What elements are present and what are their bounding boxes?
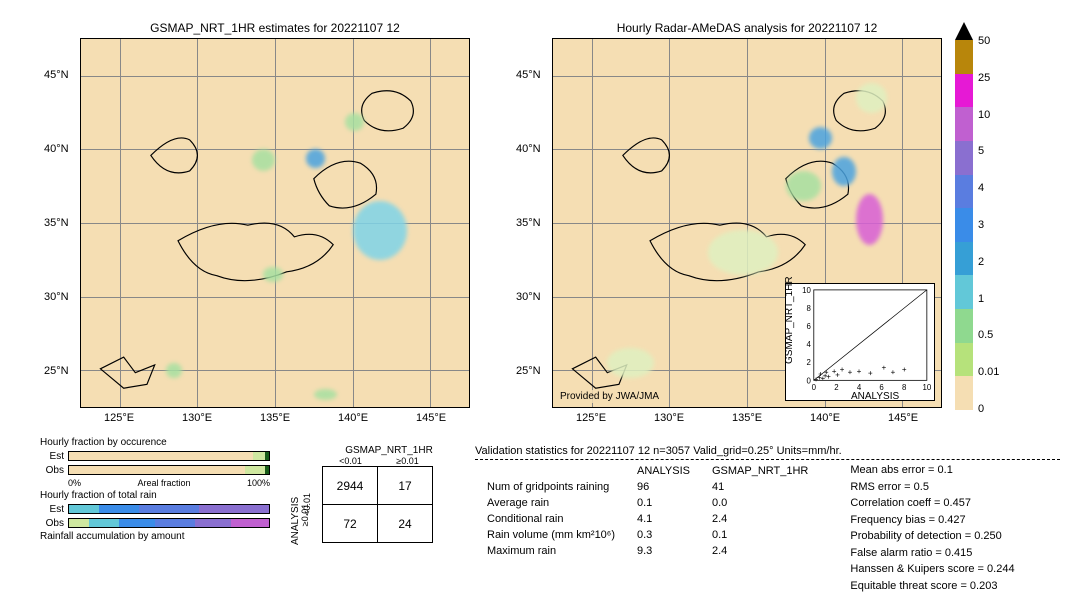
metric-row: RMS error = 0.5: [850, 479, 1014, 496]
h-gsmap: GSMAP_NRT_1HR: [702, 464, 818, 478]
ct-row-ge: ≥0.01: [300, 504, 310, 526]
xmin: 0%: [68, 478, 81, 488]
scatter-inset: 0246810 0246810 ANALYSIS GSMAP_NRT_1HR: [785, 283, 935, 401]
svg-text:0: 0: [806, 376, 811, 385]
stat-a: 9.3: [627, 544, 700, 558]
stat-a: 0.1: [627, 496, 700, 510]
contingency-block: GSMAP_NRT_1HR ANALYSIS <0.01 ≥0.01 <0.01…: [290, 445, 454, 543]
xaxis-label: Areal fraction: [137, 478, 190, 488]
occ-est-bar: [68, 451, 270, 461]
ct-c01: 17: [378, 467, 433, 505]
right-map-panel: Hourly Radar-AMeDAS analysis for 2022110…: [552, 38, 942, 408]
tot-est-bar: [68, 504, 270, 514]
obs-label2: Obs: [40, 518, 68, 529]
obs-label: Obs: [40, 465, 68, 476]
metric-row: Hanssen & Kuipers score = 0.244: [850, 561, 1014, 578]
metric-row: Mean abs error = 0.1: [850, 462, 1014, 479]
scatter-ylabel: GSMAP_NRT_1HR: [784, 276, 795, 364]
est-label: Est: [40, 451, 68, 462]
est-label2: Est: [40, 504, 68, 515]
stat-label: Average rain: [477, 496, 625, 510]
ct-c10: 72: [323, 505, 378, 543]
metric-row: Probability of detection = 0.250: [850, 528, 1014, 545]
left-map-panel: GSMAP_NRT_1HR estimates for 20221107 12: [80, 38, 470, 408]
ct-c11: 24: [378, 505, 433, 543]
hf-rainfall-title: Rainfall accumulation by amount: [40, 531, 270, 542]
stats-metrics: Mean abs error = 0.1RMS error = 0.5Corre…: [850, 462, 1014, 594]
xmax: 100%: [247, 478, 270, 488]
ct-col-ge: ≥0.01: [379, 456, 436, 466]
stat-a: 4.1: [627, 512, 700, 526]
left-precip-blobs: [81, 39, 469, 407]
stat-a: 96: [627, 480, 700, 494]
stat-g: 0.0: [702, 496, 818, 510]
svg-text:2: 2: [806, 358, 810, 367]
ct-col-lt: <0.01: [322, 456, 379, 466]
svg-text:2: 2: [834, 383, 838, 392]
stats-block: Validation statistics for 20221107 12 n=…: [475, 445, 1060, 594]
stat-label: Conditional rain: [477, 512, 625, 526]
stat-a: 0.3: [627, 528, 700, 542]
left-map-title: GSMAP_NRT_1HR estimates for 20221107 12: [81, 21, 469, 35]
stat-g: 2.4: [702, 544, 818, 558]
svg-text:6: 6: [806, 322, 811, 331]
stat-g: 41: [702, 480, 818, 494]
ct-col-header: GSMAP_NRT_1HR: [324, 445, 454, 456]
hf-occ-title: Hourly fraction by occurence: [40, 437, 270, 448]
ct-c00: 2944: [323, 467, 378, 505]
figure-root: GSMAP_NRT_1HR estimates for 20221107 12 …: [0, 0, 1080, 612]
colorbar-labels: 502510543210.50.010: [978, 35, 999, 415]
metric-row: False alarm ratio = 0.415: [850, 545, 1014, 562]
svg-text:10: 10: [802, 286, 811, 295]
provided-label: Provided by JWA/JMA: [557, 390, 662, 403]
svg-text:0: 0: [812, 383, 817, 392]
metric-row: Correlation coeff = 0.457: [850, 495, 1014, 512]
stat-label: Rain volume (mm km²10⁶): [477, 528, 625, 542]
stats-table: ANALYSISGSMAP_NRT_1HR Num of gridpoints …: [475, 462, 820, 594]
svg-text:8: 8: [902, 383, 907, 392]
scatter-xlabel: ANALYSIS: [851, 391, 899, 402]
scatter-svg: 0246810 0246810: [786, 284, 934, 400]
metric-row: Frequency bias = 0.427: [850, 512, 1014, 529]
stat-label: Num of gridpoints raining: [477, 480, 625, 494]
svg-text:10: 10: [922, 383, 931, 392]
stat-label: Maximum rain: [477, 544, 625, 558]
colorbar: [955, 40, 973, 410]
right-map-title: Hourly Radar-AMeDAS analysis for 2022110…: [553, 21, 941, 35]
stats-title: Validation statistics for 20221107 12 n=…: [475, 445, 1060, 457]
ct-table: 294417 7224: [322, 466, 433, 543]
svg-text:4: 4: [806, 340, 811, 349]
stat-g: 0.1: [702, 528, 818, 542]
svg-text:8: 8: [806, 304, 811, 313]
stat-g: 2.4: [702, 512, 818, 526]
occ-obs-bar: [68, 465, 270, 475]
metric-row: Equitable threat score = 0.203: [850, 578, 1014, 595]
tot-obs-bar: [68, 518, 270, 528]
hf-tot-title: Hourly fraction of total rain: [40, 490, 270, 501]
h-analysis: ANALYSIS: [627, 464, 700, 478]
hourly-fraction-block: Hourly fraction by occurence Est Obs 0% …: [40, 435, 270, 544]
dash-line-icon: [475, 459, 1060, 460]
colorbar-arrow-icon: [955, 22, 973, 40]
